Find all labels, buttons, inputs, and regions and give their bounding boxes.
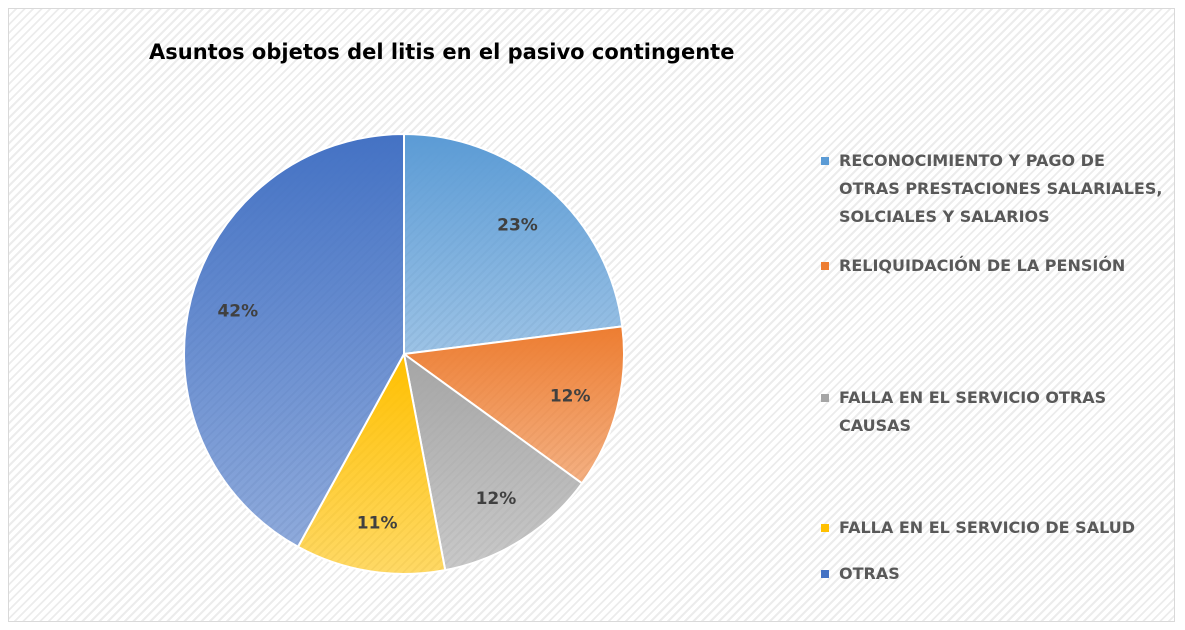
legend-item: FALLA EN EL SERVICIO DE SALUD: [821, 514, 1166, 542]
legend-swatch: [821, 157, 829, 165]
data-label: 12%: [476, 489, 517, 509]
legend-swatch: [821, 570, 829, 578]
chart-area: Asuntos objetos del litis en el pasivo c…: [8, 8, 1175, 622]
legend-swatch: [821, 394, 829, 402]
pie-slice: [402, 351, 584, 572]
legend-label: RELIQUIDACIÓN DE LA PENSIÓN: [839, 256, 1126, 275]
legend-swatch: [821, 262, 829, 270]
legend-label: OTRAS: [839, 564, 900, 583]
legend-item: RELIQUIDACIÓN DE LA PENSIÓN: [821, 252, 1166, 280]
data-label: 11%: [357, 513, 398, 533]
legend-label: FALLA EN EL SERVICIO DE SALUD: [839, 518, 1135, 537]
legend-label: FALLA EN EL SERVICIO OTRAS CAUSAS: [839, 388, 1107, 435]
pie-slice: [296, 351, 447, 575]
pie-slice: [403, 132, 624, 356]
legend-item: RECONOCIMIENTO Y PAGO DE OTRAS PRESTACIO…: [821, 147, 1166, 231]
legend-item: FALLA EN EL SERVICIO OTRAS CAUSAS: [821, 384, 1166, 440]
pie-slice: [401, 325, 625, 485]
data-label: 23%: [497, 215, 538, 235]
data-label: 12%: [550, 387, 591, 407]
chart-title: Asuntos objetos del litis en el pasivo c…: [149, 40, 734, 64]
chart: Asuntos objetos del litis en el pasivo c…: [149, 40, 734, 575]
legend-label: RECONOCIMIENTO Y PAGO DE OTRAS PRESTACIO…: [839, 151, 1163, 226]
data-label: 42%: [217, 301, 258, 321]
pie-slice: [183, 132, 405, 549]
legend-item: OTRAS: [821, 560, 1166, 588]
legend-swatch: [821, 524, 829, 532]
